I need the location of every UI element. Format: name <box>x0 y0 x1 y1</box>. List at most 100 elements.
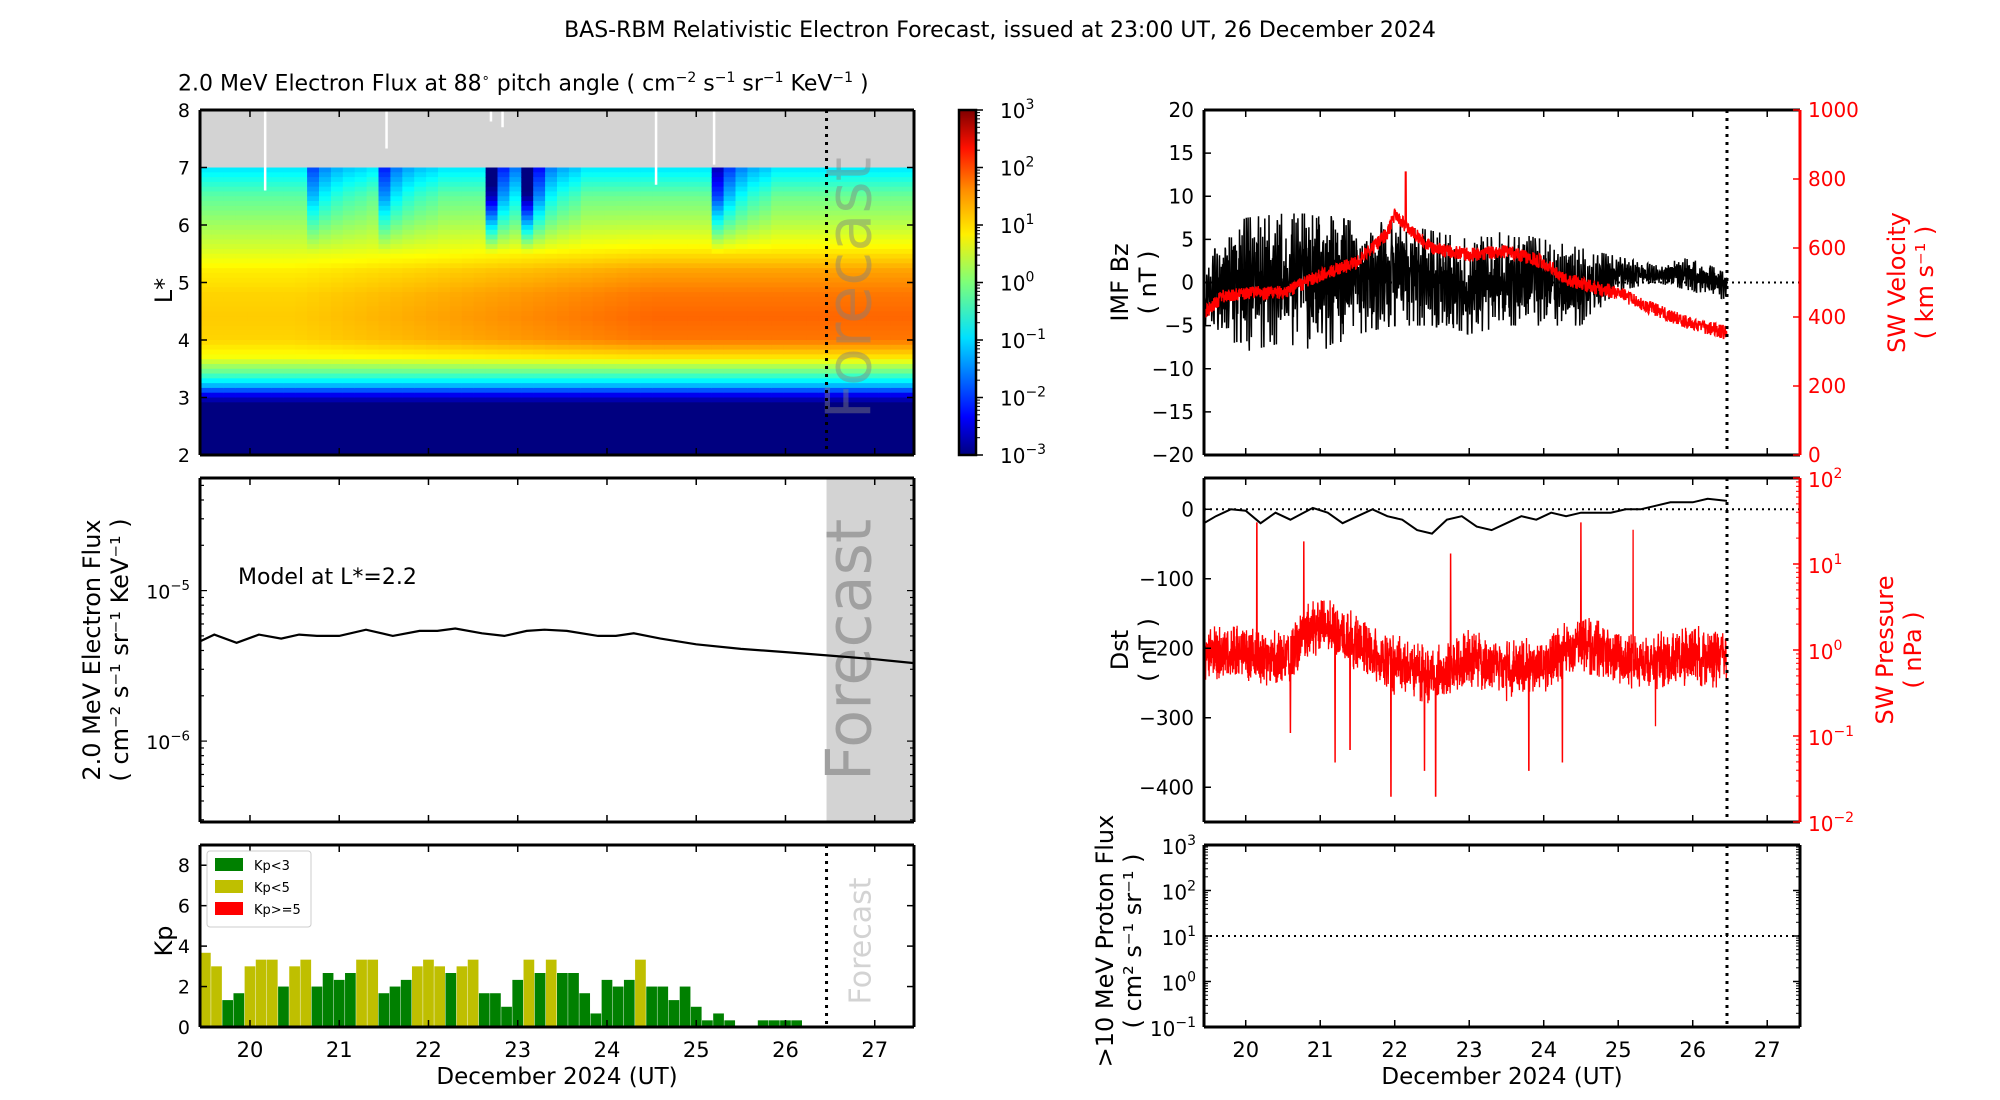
spectrogram-cell <box>319 172 332 178</box>
spectrogram-cell <box>307 335 320 341</box>
spectrogram-cell <box>545 282 558 288</box>
spectrogram-cell <box>342 340 356 346</box>
spectrogram-cell <box>723 258 737 264</box>
spectrogram-cell <box>842 229 856 236</box>
spectrogram-cell <box>354 407 368 413</box>
spectrogram-cell <box>307 368 320 375</box>
spectrogram-cell <box>378 359 391 365</box>
spectrogram-cell <box>354 435 368 442</box>
spectrogram-cell <box>676 383 689 389</box>
spectrogram-cell <box>211 277 225 284</box>
spectrogram-cell <box>723 368 737 375</box>
spectrogram-cell <box>652 205 665 212</box>
spectrogram-cell <box>259 363 272 370</box>
spectrogram-cell <box>271 311 284 317</box>
spectrogram-cell <box>438 292 451 298</box>
spectrogram-cell <box>235 268 249 274</box>
spectrogram-cell <box>771 239 784 245</box>
spectrogram-cell <box>211 205 225 212</box>
spectrogram-cell <box>771 421 784 427</box>
spectrogram-cell <box>795 191 808 197</box>
spectrogram-cell <box>402 210 415 217</box>
spectrogram-cell <box>545 253 558 260</box>
spectrogram-cell <box>568 435 582 442</box>
spectrogram-cell <box>247 181 261 188</box>
spectrogram-cell <box>533 344 546 351</box>
spectrogram-cell <box>616 248 629 255</box>
spectrogram-cell <box>402 277 415 284</box>
spectrogram-cell <box>783 445 796 451</box>
spectrogram-cell <box>402 229 415 236</box>
spectrogram-cell <box>402 383 415 389</box>
spectrogram-cell <box>235 392 249 399</box>
spectrogram-cell <box>735 397 748 403</box>
spectrogram-cell <box>711 201 725 207</box>
spectrogram-cell <box>295 287 308 293</box>
spectrogram-cell <box>735 167 748 173</box>
spectrogram-cell <box>783 325 796 332</box>
spectrogram-cell <box>723 320 737 327</box>
spectrogram-cell <box>854 287 867 293</box>
spectrogram-cell <box>307 383 320 389</box>
spectrogram-cell <box>330 397 344 403</box>
spectrogram-cell <box>342 177 356 183</box>
spectrogram-cell <box>842 378 856 384</box>
spectrogram-cell <box>771 349 784 355</box>
spectrogram-cell <box>366 450 380 455</box>
spectrogram-cell <box>580 407 594 413</box>
spectrogram-cell <box>652 373 665 379</box>
spectrogram-cell <box>747 392 760 399</box>
spectrogram-cell <box>842 296 856 303</box>
spectrogram-cell <box>568 186 582 193</box>
spectrogram-cell <box>580 253 594 260</box>
spectrogram-cell <box>699 167 713 173</box>
spectrogram-cell <box>759 359 772 365</box>
spectrogram-cell <box>545 311 558 317</box>
sw-pressure-tick-label: 101 <box>1808 552 1842 578</box>
spectrogram-cell <box>449 431 463 437</box>
spectrogram-cell <box>485 181 499 188</box>
spectrogram-cell <box>699 354 713 360</box>
spectrogram-cell <box>235 220 249 226</box>
spectrogram-cell <box>449 258 463 264</box>
spectrogram-cell <box>687 320 701 327</box>
spectrogram-cell <box>211 421 225 427</box>
spectrogram-cell <box>759 272 772 279</box>
spectrogram-cell <box>842 268 856 274</box>
spectrogram-cell <box>890 292 903 298</box>
spectrogram-cell <box>200 378 213 384</box>
spectrogram-cell <box>806 330 820 336</box>
spectrogram-cell <box>747 263 760 269</box>
spectrogram-cell <box>402 320 415 327</box>
spectrogram-cell <box>485 320 499 327</box>
spectrogram-cell <box>676 172 689 178</box>
spectrogram-cell <box>414 258 427 264</box>
spectrogram-cell <box>806 402 820 408</box>
spectrogram-cell <box>842 311 856 317</box>
spectrogram-cell <box>461 363 475 370</box>
spectrogram-cell <box>842 335 856 341</box>
spectrogram-cell <box>200 229 213 236</box>
spectrogram-cell <box>533 435 546 442</box>
spectrogram-cell <box>592 316 606 322</box>
spectrogram-cell <box>521 450 534 455</box>
spectrogram-cell <box>771 368 784 375</box>
spectrogram-cell <box>806 440 820 447</box>
spectrogram-cell <box>509 311 522 317</box>
spectrogram-cell <box>402 253 415 260</box>
spectrogram-cell <box>438 349 451 355</box>
spectrogram-cell <box>271 229 284 236</box>
spectrogram-cell <box>497 392 510 399</box>
spectrogram-cell <box>354 402 368 408</box>
spectrogram-cell <box>521 359 534 365</box>
spectrogram-cell <box>342 440 356 447</box>
spectrogram-cell <box>640 450 653 455</box>
spectrogram-cell <box>259 258 272 264</box>
spectrogram-cell <box>223 258 237 264</box>
spectrogram-cell <box>319 311 332 317</box>
spectrogram-cell <box>485 335 499 341</box>
spectrogram-cell <box>366 210 380 217</box>
spectrogram-cell <box>449 330 463 336</box>
spectrogram-cell <box>533 397 546 403</box>
spectrogram-cell <box>366 239 380 245</box>
